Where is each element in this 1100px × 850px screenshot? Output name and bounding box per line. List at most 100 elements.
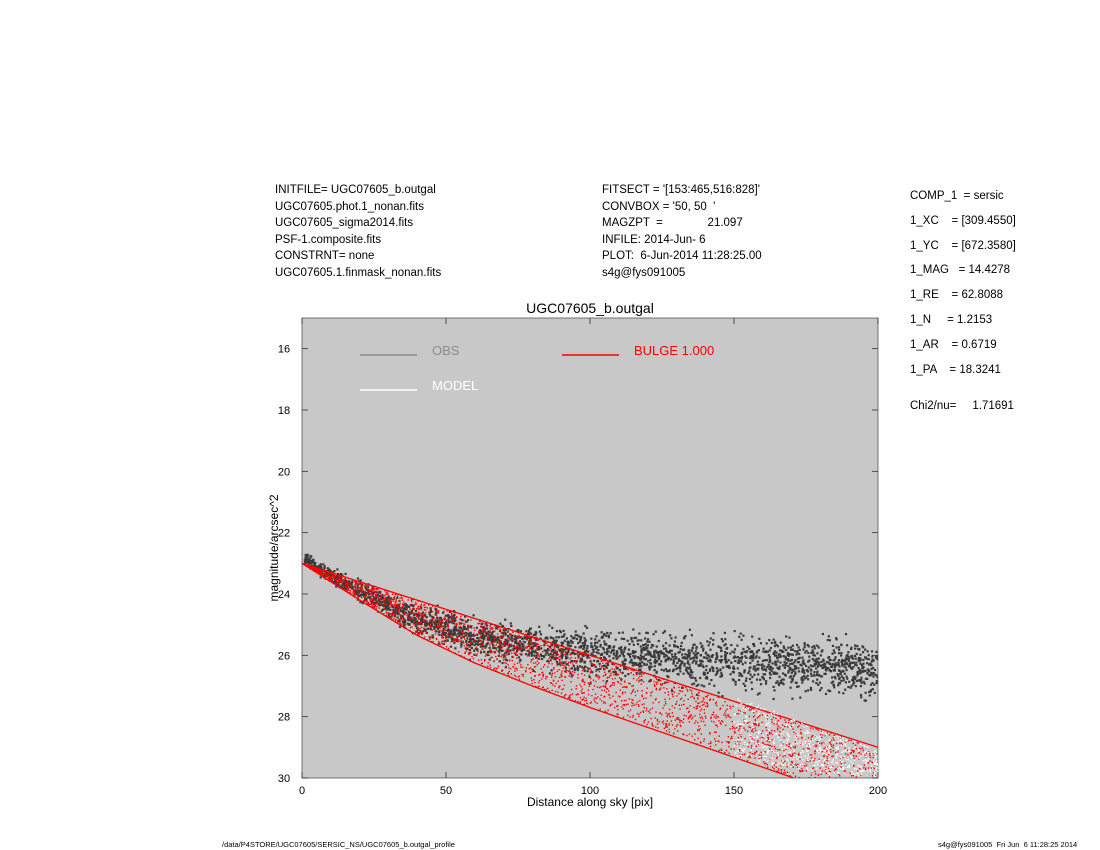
obs-point [429, 619, 432, 622]
obs-point [453, 641, 456, 644]
bulge-point [332, 581, 334, 583]
obs-point [785, 662, 788, 665]
bulge-point [317, 571, 319, 573]
bulge-point [453, 621, 455, 624]
obs-point [468, 632, 471, 636]
obs-point [840, 654, 843, 657]
obs-point [424, 629, 427, 632]
bulge-point [844, 783, 845, 784]
obs-point [788, 668, 791, 671]
bulge-point [574, 671, 576, 674]
bulge-point [679, 690, 681, 692]
obs-point [822, 660, 825, 663]
bulge-point [386, 592, 389, 594]
bulge-point [495, 644, 497, 646]
obs-point [721, 640, 724, 643]
obs-point [489, 635, 493, 639]
bulge-point [331, 578, 333, 581]
bulge-point [356, 584, 358, 587]
obs-point [326, 567, 329, 570]
obs-point [623, 662, 627, 666]
obs-point [453, 617, 456, 620]
obs-point [812, 651, 815, 654]
bulge-point [375, 607, 377, 610]
obs-point [859, 685, 862, 688]
bulge-point [700, 708, 703, 710]
obs-point [629, 652, 632, 656]
bulge-point [669, 715, 671, 717]
obs-point [759, 678, 762, 681]
bulge-point [515, 675, 517, 678]
bulge-point [441, 637, 444, 639]
bulge-point [866, 780, 867, 781]
obs-point [787, 669, 790, 673]
bulge-point [416, 615, 418, 617]
bulge-point [830, 739, 833, 741]
bulge-point [411, 616, 414, 619]
bulge-point [615, 691, 617, 694]
obs-point [615, 650, 618, 653]
obs-point [772, 638, 775, 641]
bulge-point [753, 739, 755, 741]
obs-point [852, 680, 855, 683]
bulge-point [795, 764, 798, 766]
bulge-point [432, 640, 434, 643]
bulge-point [371, 606, 374, 608]
obs-point [709, 637, 712, 640]
obs-point [690, 649, 693, 652]
obs-point [340, 584, 343, 587]
header-mid-line: MAGZPT = 21.097 [602, 217, 743, 229]
obs-point [475, 626, 478, 629]
bulge-point [430, 625, 432, 628]
bulge-point [366, 592, 369, 595]
bulge-point [703, 701, 706, 704]
obs-point [660, 668, 663, 671]
bulge-point [376, 606, 378, 608]
obs-point [844, 633, 848, 636]
obs-point [591, 671, 594, 674]
bulge-point [356, 582, 358, 584]
bulge-point [406, 615, 408, 617]
bulge-point [780, 740, 782, 743]
obs-point [841, 670, 844, 673]
bulge-point [417, 600, 420, 602]
obs-point [464, 647, 467, 650]
bulge-point [568, 697, 570, 699]
bulge-point [570, 688, 573, 691]
bulge-point [835, 777, 837, 778]
obs-point [517, 643, 520, 646]
obs-point [632, 650, 635, 653]
obs-point [859, 658, 862, 661]
obs-point [460, 632, 463, 635]
bulge-point [728, 741, 730, 743]
bulge-point [665, 726, 667, 728]
obs-point [552, 656, 555, 659]
bulge-point [755, 745, 758, 748]
obs-point [411, 618, 414, 621]
bulge-point [791, 762, 793, 764]
obs-point [687, 653, 690, 656]
obs-point [646, 644, 649, 647]
bulge-point [655, 698, 657, 700]
bulge-point [530, 648, 533, 650]
obs-point [614, 672, 617, 675]
obs-point [787, 652, 790, 655]
bulge-point [851, 749, 853, 751]
obs-point [421, 632, 424, 635]
bulge-point [328, 577, 330, 579]
obs-point [594, 641, 597, 644]
obs-point [473, 640, 476, 643]
bulge-point [428, 625, 431, 627]
bulge-point [667, 713, 669, 715]
bulge-point [376, 602, 378, 604]
obs-point [488, 634, 491, 637]
obs-point [676, 666, 679, 669]
bulge-point [506, 631, 509, 633]
obs-point [353, 589, 356, 592]
obs-point [639, 668, 642, 671]
bulge-point [840, 789, 841, 790]
header-left-line: PSF-1.composite.fits [275, 233, 382, 246]
bulge-point [713, 716, 716, 718]
obs-point [316, 565, 319, 569]
bulge-point [554, 676, 557, 678]
